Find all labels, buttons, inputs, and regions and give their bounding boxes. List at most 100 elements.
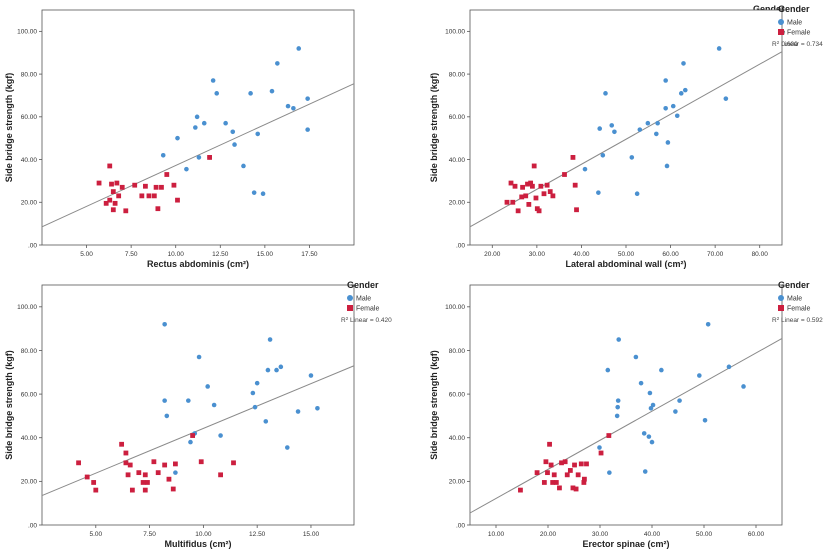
x-tick-label: 10.00	[488, 531, 505, 538]
x-tick-label: 60.00	[748, 531, 765, 538]
x-tick-label: 80.00	[752, 251, 769, 258]
male-point	[614, 413, 620, 419]
y-axis-label: Side bridge strength (kgf)	[4, 350, 14, 460]
female-point	[116, 193, 122, 199]
male-point	[255, 131, 261, 137]
female-point	[151, 459, 157, 465]
female-point	[515, 208, 521, 214]
male-point	[196, 155, 202, 160]
y-tick-label: .00	[456, 522, 465, 529]
male-point	[230, 129, 236, 135]
female-point	[541, 480, 547, 485]
female-point	[155, 470, 161, 476]
y-tick-label: 100.00	[445, 29, 465, 36]
female-point	[541, 191, 547, 197]
female-point	[114, 180, 120, 186]
x-tick-label: 50.00	[618, 251, 635, 258]
female-point	[582, 476, 587, 482]
male-point	[649, 439, 655, 445]
male-point	[716, 46, 722, 51]
male-point	[659, 367, 664, 373]
x-tick-label: 10.00	[195, 531, 212, 538]
male-point	[241, 163, 246, 169]
male-point	[645, 120, 651, 126]
female-point	[139, 193, 145, 199]
r-squared-label: R2 Linear = 0.592	[772, 316, 823, 324]
male-point	[315, 405, 320, 411]
male-point	[616, 337, 622, 342]
x-tick-label: 15.00	[303, 531, 320, 538]
female-point	[567, 468, 573, 473]
male-point	[291, 105, 296, 111]
y-tick-label: 20.00	[449, 200, 466, 207]
male-point	[196, 354, 202, 360]
female-point	[218, 472, 223, 478]
female-point	[146, 193, 152, 199]
male-point	[175, 135, 180, 141]
male-point	[596, 190, 601, 195]
x-tick-label: 40.00	[644, 531, 661, 538]
male-point	[638, 380, 644, 386]
x-tick-label: 12.50	[249, 531, 266, 538]
female-point	[574, 207, 579, 213]
male-point	[705, 321, 711, 327]
female-point	[123, 208, 129, 214]
male-point	[682, 87, 688, 93]
male-point	[629, 155, 635, 160]
y-axis-label: Side bridge strength (kgf)	[429, 73, 439, 183]
legend-female-marker	[778, 29, 784, 35]
legend-male-marker	[778, 295, 784, 301]
male-point	[265, 367, 271, 373]
male-point	[186, 398, 191, 403]
male-point	[741, 384, 746, 389]
male-point	[637, 127, 643, 132]
female-point	[551, 472, 557, 478]
female-point	[91, 480, 97, 485]
male-point	[607, 470, 612, 475]
male-point	[218, 433, 223, 438]
x-axis-label: Rectus abdominis (cm²)	[147, 259, 249, 269]
y-tick-label: .00	[28, 242, 37, 249]
legend-male-label: Male	[787, 296, 802, 303]
female-point	[103, 200, 109, 206]
y-tick-label: 20.00	[21, 479, 38, 486]
x-axis-label: Multifidus (cm²)	[165, 539, 232, 549]
male-point	[655, 120, 660, 126]
female-point	[123, 460, 129, 466]
y-tick-label: 100.00	[17, 304, 37, 311]
x-tick-label: 20.00	[484, 251, 501, 258]
x-tick-label: 40.00	[573, 251, 590, 258]
male-point	[263, 419, 269, 424]
male-point	[702, 417, 708, 423]
x-tick-label: 10.00	[168, 251, 185, 258]
male-point	[248, 91, 253, 96]
female-point	[151, 193, 157, 199]
male-point	[296, 46, 302, 51]
legend: Gender Male Female R2 Linear = 0.420	[341, 280, 392, 324]
male-point	[205, 384, 210, 389]
male-point	[223, 120, 228, 126]
y-tick-label: 60.00	[21, 391, 38, 398]
female-point	[145, 480, 150, 485]
female-point	[530, 183, 535, 189]
y-tick-label: 80.00	[21, 348, 38, 355]
male-point	[232, 142, 237, 147]
male-point	[663, 78, 668, 83]
female-point	[562, 459, 568, 465]
female-point	[508, 180, 514, 186]
male-point	[184, 166, 189, 172]
y-tick-label: 80.00	[449, 71, 466, 78]
female-point	[573, 486, 579, 492]
female-point	[512, 183, 518, 189]
x-tick-label: 7.50	[143, 531, 156, 538]
male-point	[211, 402, 217, 408]
legend-title: Gender	[778, 280, 810, 290]
male-point	[634, 191, 640, 197]
female-point	[570, 485, 576, 491]
female-point	[536, 208, 542, 214]
male-point	[305, 127, 310, 132]
y-tick-label: .00	[456, 242, 465, 249]
female-point	[544, 182, 550, 188]
female-point	[547, 441, 552, 447]
female-point	[519, 194, 525, 200]
